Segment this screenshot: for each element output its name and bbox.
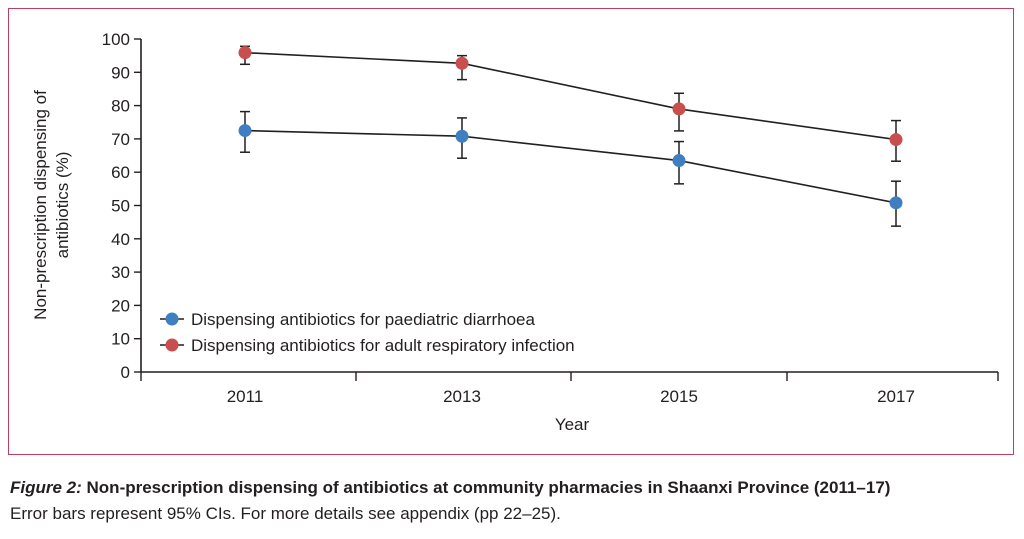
data-point [455,56,469,70]
y-tick-label: 70 [111,130,130,149]
data-point [672,102,686,116]
figure-title: Non-prescription dispensing of antibioti… [81,478,891,497]
figure-caption-title: Figure 2: Non-prescription dispensing of… [10,478,890,498]
legend-marker [165,312,179,326]
series-layer [238,45,903,227]
y-tick-label: 30 [111,263,130,282]
legend-label: Dispensing antibiotics for adult respira… [191,336,575,355]
figure-label: Figure 2: [10,478,82,497]
y-tick-label: 100 [102,30,130,49]
x-tick-label: 2017 [877,387,915,406]
data-point [889,133,903,147]
y-tick-label: 40 [111,230,130,249]
y-tick-label: 90 [111,63,130,82]
x-tick-label: 2011 [227,387,264,406]
legend-marker [165,338,179,352]
series-line [244,129,897,204]
x-axis-label: Year [555,415,590,434]
data-point [238,124,252,138]
data-point [455,129,469,143]
data-point [672,154,686,168]
series-line [244,51,897,141]
x-axis: 2011 2013 2015 2017 [140,371,999,406]
y-tick-label: 0 [121,363,130,382]
y-axis-label-line: Non-prescription dispensing of [31,90,50,320]
data-point [889,196,903,210]
legend: Dispensing antibiotics for paediatric di… [160,310,575,355]
y-axis: 0 10 20 30 40 50 60 70 80 90 100 [102,30,142,382]
y-tick-label: 80 [111,97,130,116]
data-point [238,46,252,60]
legend-label: Dispensing antibiotics for paediatric di… [191,310,536,329]
y-tick-label: 60 [111,163,130,182]
figure-frame [8,8,1014,455]
y-tick-label: 10 [111,330,130,349]
x-tick-label: 2013 [443,387,481,406]
figure-caption-note: Error bars represent 95% CIs. For more d… [10,504,561,523]
y-axis-label: Non-prescription dispensing of antibiotic… [31,90,72,320]
y-tick-label: 20 [111,296,130,315]
y-axis-label-line: antibiotics (%) [53,152,72,259]
y-tick-label: 50 [111,197,130,216]
x-tick-label: 2015 [660,387,698,406]
